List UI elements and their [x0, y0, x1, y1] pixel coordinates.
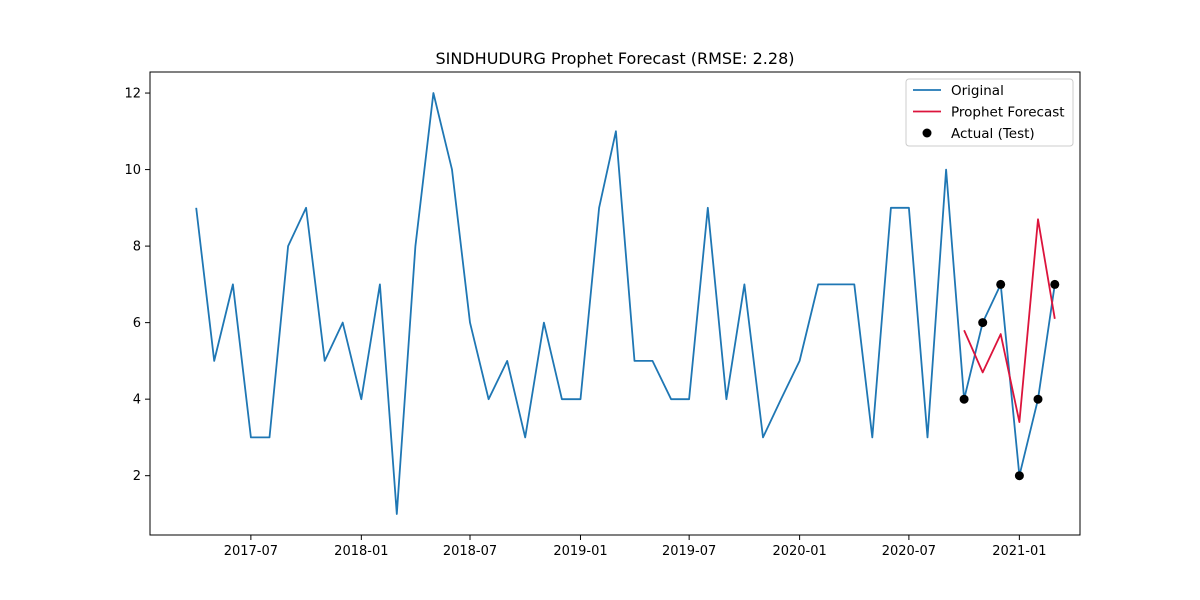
legend-label-original: Original: [951, 83, 1004, 99]
legend-label-actual-test: Actual (Test): [951, 126, 1035, 142]
x-tick-label: 2018-01: [334, 544, 388, 559]
x-tick-label: 2018-07: [443, 544, 497, 559]
legend: Original Prophet Forecast Actual (Test): [905, 78, 1074, 147]
legend-box: [905, 78, 1074, 147]
x-tick-label: 2021-01: [992, 544, 1046, 559]
actual-test-point: [996, 279, 1006, 289]
legend-swatch-actual-test: [922, 128, 932, 138]
prophet-forecast-line: [963, 218, 1056, 424]
x-tick-label: 2020-07: [882, 544, 936, 559]
y-tick-label: 8: [133, 240, 141, 255]
original-line: [195, 92, 1056, 515]
x-tick-label: 2019-07: [662, 544, 716, 559]
plot-area: [195, 92, 1060, 515]
actual-test-point: [959, 394, 969, 404]
chart-title: SINDHUDURG Prophet Forecast (RMSE: 2.28): [436, 49, 795, 68]
x-tick-label: 2017-07: [224, 544, 278, 559]
actual-test-point: [978, 318, 988, 328]
y-tick-label: 10: [124, 163, 141, 178]
x-tick-label: 2020-01: [772, 544, 826, 559]
actual-test-point: [1014, 471, 1024, 481]
legend-label-prophet-forecast: Prophet Forecast: [951, 105, 1065, 121]
actual-test-point: [1033, 394, 1043, 404]
y-tick-label: 2: [133, 469, 141, 484]
axes: 2017-07 2018-01 2018-07 2019-01 2019-07 2020-…: [124, 71, 1081, 559]
plot-frame: [149, 71, 1081, 536]
y-tick-label: 12: [124, 87, 141, 102]
y-tick-label: 6: [133, 316, 141, 331]
x-tick-label: 2019-01: [553, 544, 607, 559]
y-tick-label: 4: [133, 393, 141, 408]
actual-test-point: [1050, 279, 1060, 289]
